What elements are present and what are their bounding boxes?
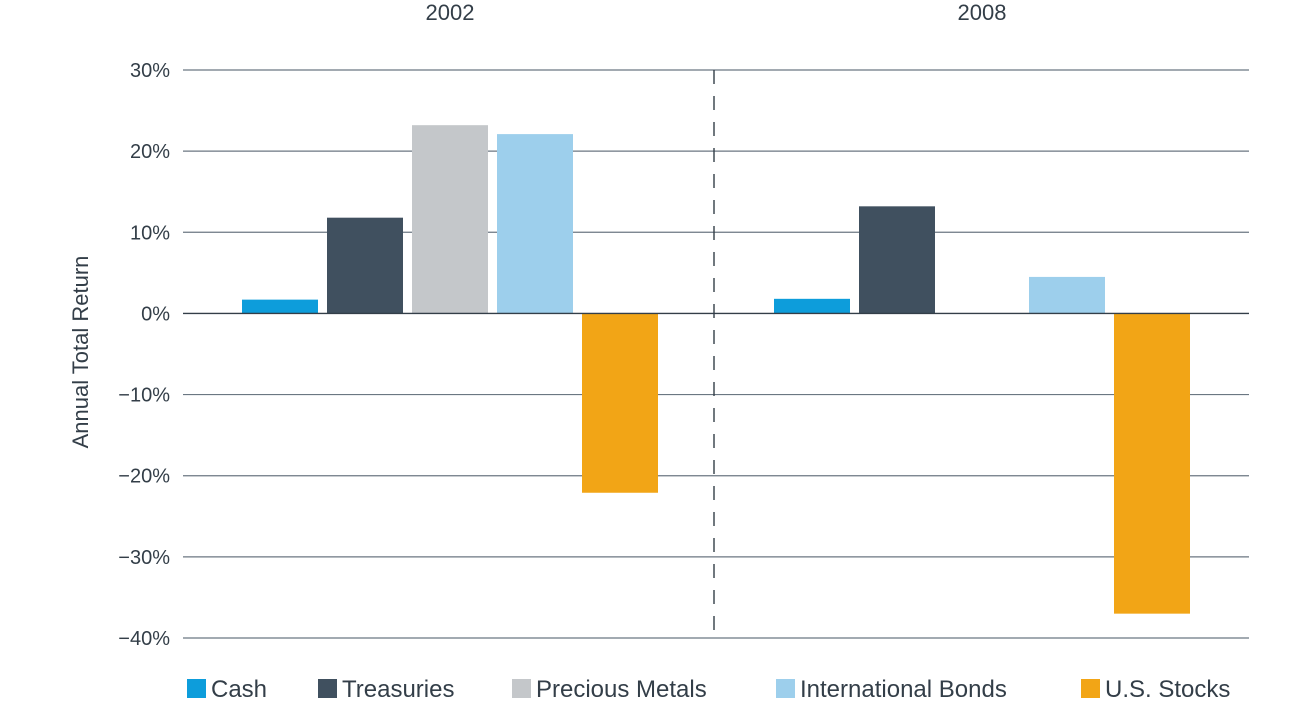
- bar: [412, 125, 488, 314]
- y-tick-label: 30%: [130, 60, 170, 82]
- bar: [1029, 276, 1105, 314]
- bar: [497, 134, 573, 314]
- bars: [242, 125, 1190, 614]
- bar: [582, 313, 658, 493]
- y-tick-label: −10%: [118, 385, 170, 407]
- y-axis-title: Annual Total Return: [68, 256, 93, 449]
- y-tick-label: 10%: [130, 222, 170, 244]
- bar: [774, 298, 850, 314]
- legend: Cash Treasuries Precious Metals Internation…: [187, 676, 1230, 703]
- legend-swatch: [776, 679, 795, 698]
- y-tick-label: −30%: [118, 547, 170, 569]
- y-tick-label: −20%: [118, 466, 170, 488]
- bar: [1114, 313, 1190, 614]
- legend-label: U.S. Stocks: [1105, 676, 1230, 703]
- bar: [242, 299, 318, 314]
- bar: [327, 217, 403, 314]
- legend-label: Treasuries: [342, 676, 454, 703]
- y-tick-label: −40%: [118, 628, 170, 650]
- legend-label: Cash: [211, 676, 267, 703]
- group-label: 2002: [426, 0, 475, 25]
- legend-swatch: [187, 679, 206, 698]
- legend-swatch: [318, 679, 337, 698]
- group-label: 2008: [958, 0, 1007, 25]
- legend-label: Precious Metals: [536, 676, 707, 703]
- bar: [859, 206, 935, 314]
- legend-swatch: [512, 679, 531, 698]
- group-labels: 2002 2008: [426, 0, 1007, 25]
- y-tick-label: 0%: [141, 303, 170, 325]
- y-axis-ticks: 30% 20% 10% 0% −10% −20% −30% −40%: [118, 60, 170, 650]
- legend-label: International Bonds: [800, 676, 1007, 703]
- y-tick-label: 20%: [130, 141, 170, 163]
- gridlines: [183, 69, 1249, 639]
- legend-swatch: [1081, 679, 1100, 698]
